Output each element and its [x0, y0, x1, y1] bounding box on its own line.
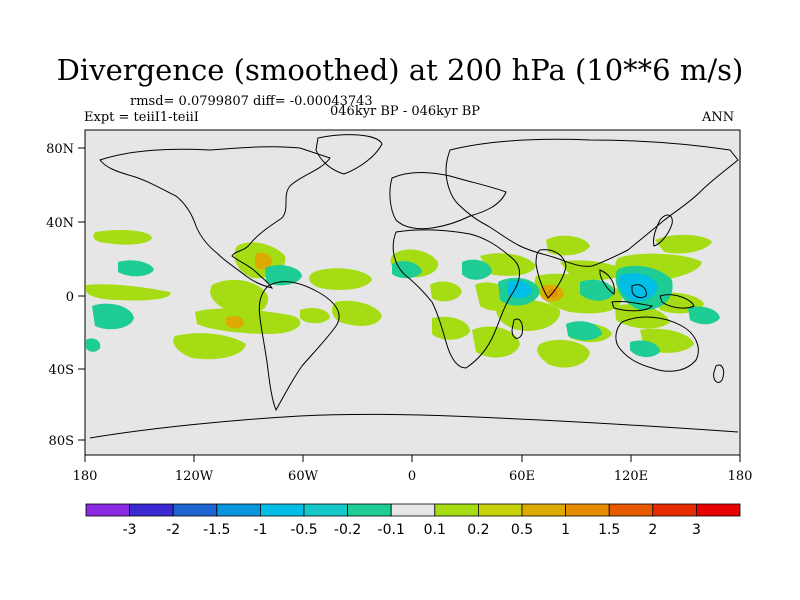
colorbar-swatch	[303, 503, 348, 517]
colorbar-swatch	[347, 503, 392, 517]
lat-label-40s: 40S	[49, 363, 74, 378]
colorbar-label: -3	[123, 522, 137, 538]
colorbar-label: 0.5	[511, 522, 533, 538]
lat-label-80s: 80S	[49, 434, 74, 449]
stats-text: rmsd= 0.0799807 diff= -0.00043743	[130, 94, 373, 109]
colorbar-swatch	[652, 503, 697, 517]
colorbar-swatch	[259, 503, 305, 517]
colorbar-swatch	[696, 503, 741, 517]
lon-label-60w: 60W	[288, 469, 319, 484]
lon-label-60e: 60E	[509, 469, 535, 484]
period-label: 046kyr BP - 046kyr BP	[330, 104, 481, 119]
lon-label-180w: 180	[73, 469, 98, 484]
lat-label-40n: 40N	[46, 216, 74, 231]
colorbar-swatch	[434, 503, 479, 517]
colorbar-label: 3	[692, 522, 701, 538]
lon-label-120w: 120W	[175, 469, 214, 484]
coastline-layer	[89, 134, 739, 439]
lat-label-80n: 80N	[46, 142, 74, 157]
colorbar-label: -0.2	[334, 522, 361, 538]
colorbar-swatch	[565, 503, 610, 517]
colorbar-label: 1	[561, 522, 570, 538]
colorbar-swatch	[172, 503, 218, 517]
lon-label-180e: 180	[728, 469, 753, 484]
lat-ticks	[78, 147, 85, 441]
colorbar-swatch	[521, 503, 566, 517]
colorbar-swatch	[477, 503, 523, 517]
divergence-fill-layer	[86, 230, 720, 368]
colorbar-label: -0.1	[378, 522, 405, 538]
colorbar-swatch	[85, 503, 130, 517]
colorbar-label: -1.5	[203, 522, 230, 538]
lon-label-0: 0	[408, 469, 416, 484]
experiment-label: Expt = teiiI1-teiiI	[84, 110, 199, 125]
colorbar-label: 1.5	[598, 522, 620, 538]
lon-ticks	[84, 455, 741, 462]
lon-label-120e: 120E	[614, 469, 648, 484]
lat-label-eq: 0	[66, 290, 74, 305]
map-title: Divergence (smoothed) at 200 hPa (10**6 …	[56, 53, 744, 87]
season-label: ANN	[702, 110, 735, 125]
colorbar-label: 0.2	[467, 522, 489, 538]
colorbar-labels: -3 -2 -1.5 -1 -0.5 -0.2 -0.1 0.1 0.2 0.5 1 1.5 2 3	[123, 522, 701, 538]
colorbar-label: 0.1	[424, 522, 446, 538]
colorbar-label: 2	[648, 522, 657, 538]
colorbar-swatch	[129, 503, 174, 517]
colorbar-label: -0.5	[290, 522, 317, 538]
colorbar-label: -1	[253, 522, 267, 538]
colorbar-label: -2	[166, 522, 180, 538]
colorbar-swatch	[390, 503, 436, 517]
colorbar-swatch	[608, 503, 654, 517]
colorbar	[85, 503, 741, 517]
colorbar-swatch	[216, 503, 261, 517]
